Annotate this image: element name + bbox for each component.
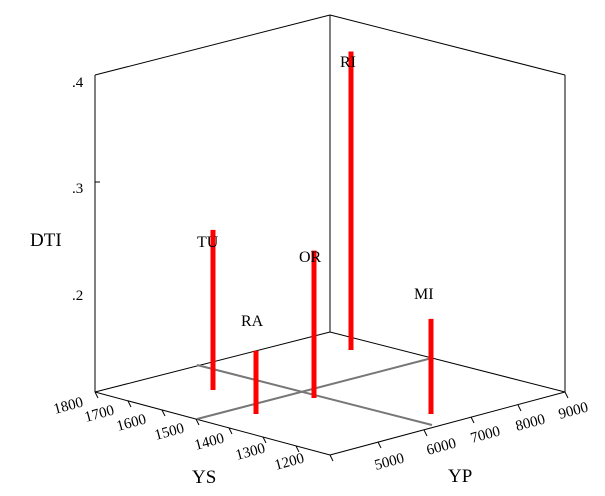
frame-floor-front-left xyxy=(94,391,331,456)
z-axis-title: DTI xyxy=(30,230,62,251)
box-frame xyxy=(94,14,566,456)
frame-back-top-right xyxy=(329,14,566,76)
yp-tick-mark xyxy=(423,429,428,437)
ys-tick-mark xyxy=(127,400,132,408)
z-axis: DTI .4 .3 .2 xyxy=(30,75,100,304)
ys-tick-mark xyxy=(295,445,300,453)
ys-axis-title: YS xyxy=(192,467,216,488)
yp-tick-mark xyxy=(564,391,569,399)
ys-tick-label: 1600 xyxy=(115,412,148,435)
yp-tick-label: 9000 xyxy=(557,400,590,423)
yp-tick-labels: 5000 6000 7000 8000 9000 xyxy=(373,400,590,474)
ys-tick-label: 1200 xyxy=(273,451,306,474)
data-stems xyxy=(210,51,434,414)
z-tick-label: .4 xyxy=(72,75,84,91)
yp-axis: YP 5000 6000 7000 8000 9000 xyxy=(329,391,590,487)
yp-tick-label: 7000 xyxy=(469,424,502,447)
frame-floor-front-right xyxy=(329,391,566,456)
ys-tick-label: 1800 xyxy=(52,395,85,418)
ys-tick-mark xyxy=(161,409,166,417)
stem-label-mi: MI xyxy=(414,286,434,303)
z-tick-label: .3 xyxy=(72,181,83,197)
yp-tick-marks xyxy=(329,391,569,462)
yp-tick-mark xyxy=(470,416,475,424)
ys-tick-label: 1400 xyxy=(193,431,226,454)
ys-tick-label: 1300 xyxy=(234,441,267,464)
ys-tick-mark xyxy=(195,418,200,426)
data-stem-labels: RI TU OR MI RA xyxy=(197,54,434,330)
yp-axis-title: YP xyxy=(448,466,472,487)
stem-label-or: OR xyxy=(299,249,322,266)
frame-floor-back-right xyxy=(329,331,566,393)
yp-tick-mark xyxy=(329,454,334,462)
ys-tick-label: 1500 xyxy=(153,421,186,444)
ys-tick-label: 1700 xyxy=(83,403,116,426)
stem-label-tu: TU xyxy=(197,234,219,251)
yp-tick-mark xyxy=(377,441,382,449)
yp-tick-mark xyxy=(517,404,522,412)
ys-axis: YS 1800 1700 1600 1500 1400 1300 1200 xyxy=(52,391,306,488)
frame-back-top xyxy=(94,14,331,76)
yp-tick-label: 6000 xyxy=(425,436,458,459)
ys-tick-mark xyxy=(228,427,233,435)
ys-tick-mark xyxy=(262,436,267,444)
ys-tick-labels: 1800 1700 1600 1500 1400 1300 1200 xyxy=(52,395,306,474)
stem-label-ri: RI xyxy=(340,54,356,71)
z-tick-label: .2 xyxy=(72,288,83,304)
ys-tick-mark xyxy=(94,391,99,399)
stem-label-ra: RA xyxy=(241,313,264,330)
yp-tick-label: 8000 xyxy=(514,412,547,435)
yp-tick-label: 5000 xyxy=(373,451,406,474)
ys-tick-marks xyxy=(94,391,300,453)
